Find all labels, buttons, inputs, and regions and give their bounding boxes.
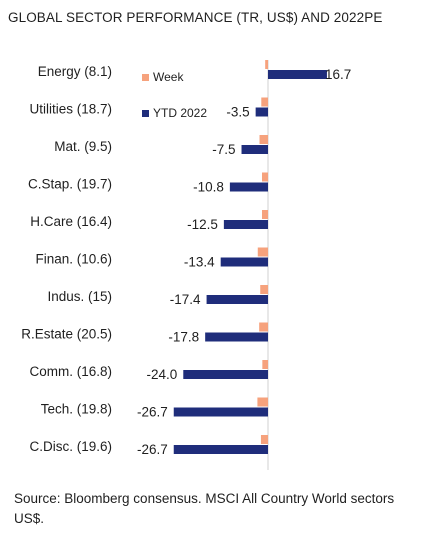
data-label-ytd: -12.5 [187, 217, 218, 232]
data-label-ytd: 16.7 [325, 67, 351, 82]
category-label: R.Estate (20.5) [21, 327, 112, 342]
bar-week [265, 60, 268, 69]
category-label: Tech. (19.8) [41, 402, 112, 417]
bar-week [260, 435, 268, 444]
bar-ytd [229, 182, 268, 192]
category-label: Mat. (9.5) [54, 139, 112, 154]
legend-swatch-week [142, 74, 149, 81]
category-label: C.Disc. (19.6) [29, 439, 112, 454]
labels-layer: Energy (8.1) 16.7 Utilities (18.7) -3.5 Mat.… [21, 64, 351, 457]
bar-week [260, 285, 268, 294]
category-label: Energy (8.1) [38, 64, 112, 79]
chart-title: GLOBAL SECTOR PERFORMANCE (TR, US$) AND … [8, 10, 383, 25]
bar-ytd [183, 370, 268, 379]
bar-week [261, 210, 268, 219]
source-note: Source: Bloomberg consensus. MSCI All Co… [14, 491, 395, 526]
bar-week [259, 135, 268, 144]
data-label-ytd: -17.4 [170, 292, 201, 307]
category-label: H.Care (16.4) [30, 214, 112, 229]
legend-label-ytd: YTD 2022 [153, 106, 207, 120]
data-label-ytd: -24.0 [146, 367, 177, 382]
data-label-ytd: -10.8 [193, 180, 224, 195]
bar-ytd [241, 145, 268, 154]
bar-week [259, 322, 268, 332]
legend: Week YTD 2022 [142, 70, 207, 120]
bar-ytd [223, 220, 268, 229]
category-label: Finan. (10.6) [35, 252, 112, 267]
category-label: C.Stap. (19.7) [28, 177, 112, 192]
bar-ytd [255, 107, 268, 117]
data-label-ytd: -26.7 [137, 442, 168, 457]
bar-ytd [206, 295, 268, 304]
bar-ytd [173, 445, 268, 454]
data-label-ytd: -13.4 [184, 255, 215, 270]
legend-swatch-ytd [142, 110, 149, 117]
category-label: Indus. (15) [47, 289, 112, 304]
bar-ytd [205, 332, 268, 342]
data-label-ytd: -26.7 [137, 405, 168, 420]
bar-week [257, 247, 268, 257]
bar-ytd [220, 257, 268, 267]
bar-week [262, 360, 268, 369]
bar-ytd [173, 407, 268, 417]
bar-week [261, 97, 268, 107]
data-label-ytd: -7.5 [212, 142, 235, 157]
data-label-ytd: -3.5 [226, 105, 249, 120]
bar-ytd [268, 70, 327, 79]
legend-label-week: Week [153, 70, 184, 84]
bar-week [257, 397, 268, 407]
bars-layer [173, 60, 327, 454]
category-label: Comm. (16.8) [29, 364, 112, 379]
bar-week [261, 172, 268, 182]
category-label: Utilities (18.7) [29, 102, 112, 117]
data-label-ytd: -17.8 [168, 330, 199, 345]
